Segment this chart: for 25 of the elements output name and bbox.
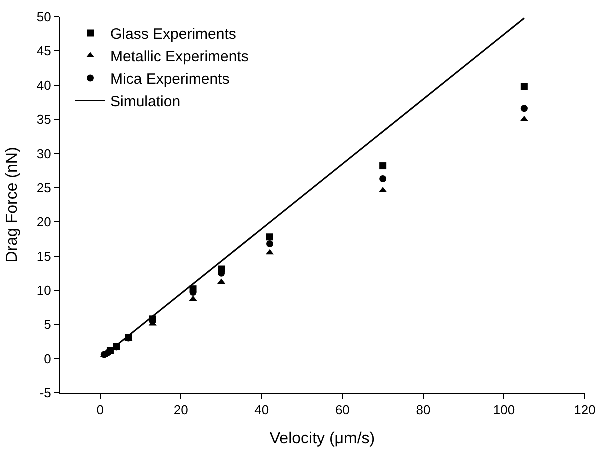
y-axis-title: Drag Force (nN) bbox=[4, 147, 21, 263]
y-tick-label: 15 bbox=[36, 248, 52, 264]
x-axis-title: Velocity (μm/s) bbox=[270, 430, 376, 448]
y-tick-label: -5 bbox=[40, 386, 52, 401]
legend-label: Glass Experiments bbox=[110, 26, 236, 44]
x-tick-label: 40 bbox=[254, 402, 270, 418]
y-tick-label: 10 bbox=[36, 283, 52, 298]
legend-label: Metallic Experiments bbox=[110, 48, 249, 66]
x-tick-label: 120 bbox=[574, 402, 596, 418]
y-tick-label: 35 bbox=[36, 112, 52, 128]
x-tick-label: 20 bbox=[174, 402, 188, 418]
x-tick-label: 0 bbox=[96, 402, 104, 418]
y-tick-label: 40 bbox=[36, 78, 52, 93]
legend-label: Mica Experiments bbox=[110, 71, 230, 88]
y-tick-label: 25 bbox=[36, 180, 52, 196]
y-tick-label: 5 bbox=[44, 317, 52, 332]
y-tick-label: 0 bbox=[44, 351, 52, 366]
x-tick-label: 60 bbox=[335, 402, 350, 418]
y-tick-label: 45 bbox=[36, 44, 52, 59]
y-tick-label: 20 bbox=[36, 214, 52, 230]
x-tick-label: 100 bbox=[493, 402, 516, 418]
y-tick-label: 30 bbox=[36, 146, 52, 162]
y-tick-label: 50 bbox=[36, 10, 52, 25]
legend-label: Simulation bbox=[110, 94, 181, 111]
x-tick-label: 80 bbox=[416, 402, 431, 418]
